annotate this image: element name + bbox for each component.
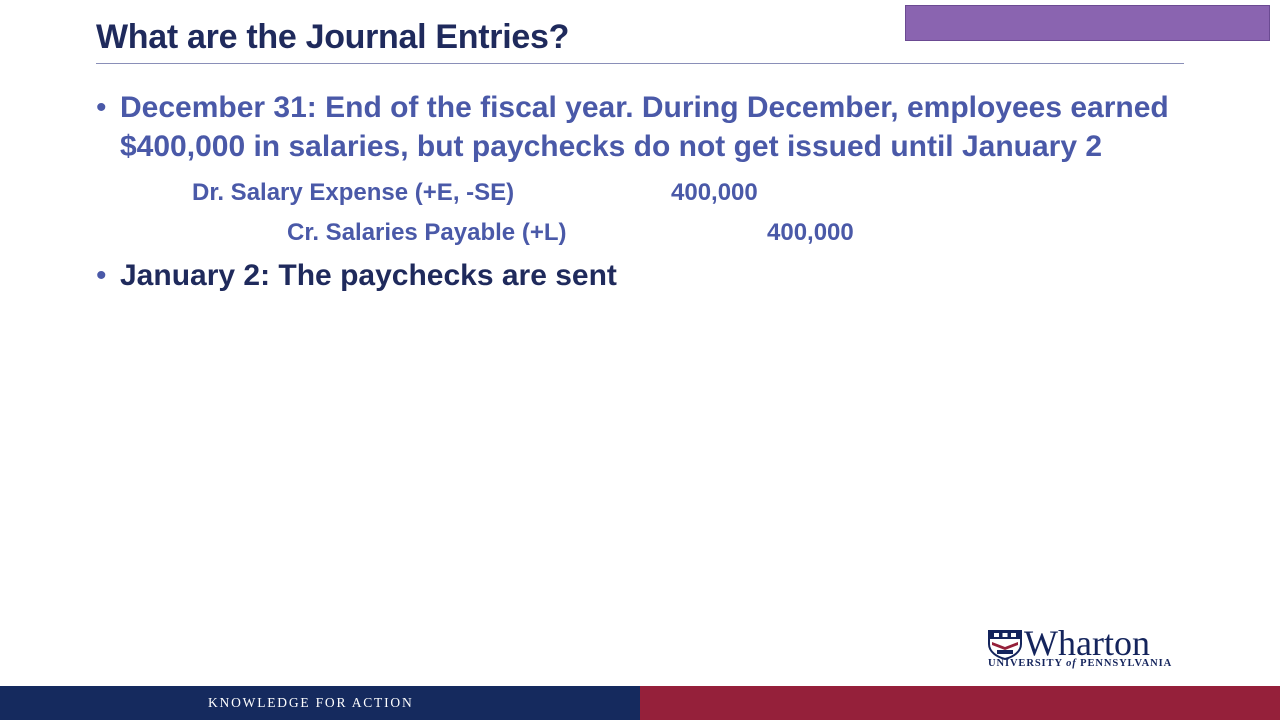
footer-bar-red — [640, 686, 1280, 720]
credit-amount: 400,000 — [767, 219, 854, 246]
logo-wordmark: Wharton — [1024, 623, 1150, 663]
wharton-logo: Wharton UNIVERSITY of PENNSYLVANIA — [988, 623, 1193, 672]
bullet-text: January 2: The paychecks are sent — [120, 259, 617, 292]
logo-subtitle: UNIVERSITY of PENNSYLVANIA — [988, 658, 1173, 669]
bullet-january-2: • January 2: The paychecks are sent — [96, 256, 1196, 295]
bullet-text: December 31: End of the fiscal year. Dur… — [120, 91, 1169, 163]
debit-amount: 400,000 — [671, 179, 758, 206]
footer-bar-navy: KNOWLEDGE FOR ACTION — [0, 686, 640, 720]
shield-icon — [988, 630, 1022, 660]
bullet-december-31: • December 31: End of the fiscal year. D… — [96, 88, 1196, 166]
journal-entry: Dr. Salary Expense (+E, -SE) 400,000 Cr.… — [96, 169, 1196, 253]
footer-tagline: KNOWLEDGE FOR ACTION — [208, 695, 414, 710]
title-divider — [96, 63, 1184, 64]
slide-title: What are the Journal Entries? — [96, 18, 570, 56]
watermark-overlay — [905, 5, 1270, 41]
bullet-list: • December 31: End of the fiscal year. D… — [96, 88, 1196, 295]
debit-line: Dr. Salary Expense (+E, -SE) — [192, 179, 515, 206]
credit-line: Cr. Salaries Payable (+L) — [287, 219, 567, 246]
bullet-dot-icon: • — [96, 259, 107, 292]
bullet-dot-icon: • — [96, 91, 107, 124]
